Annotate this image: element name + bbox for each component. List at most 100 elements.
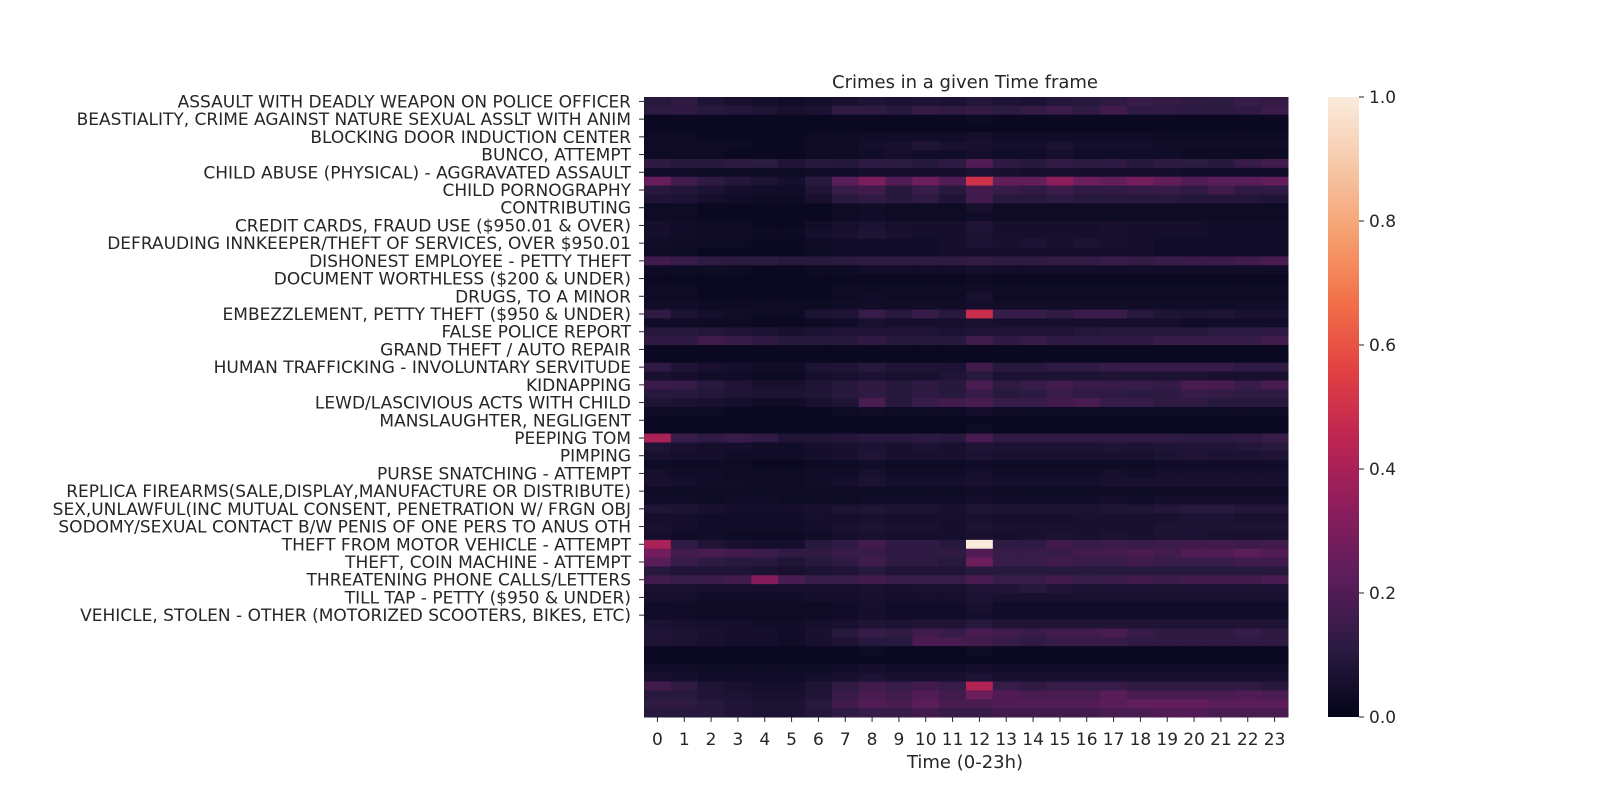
heatmap-cell <box>805 336 833 346</box>
heatmap-cell <box>1073 557 1101 567</box>
heatmap-cell <box>1261 212 1289 222</box>
heatmap-cell <box>1180 371 1208 381</box>
heatmap-cell <box>1234 495 1262 505</box>
heatmap-cell <box>1207 407 1235 417</box>
heatmap-cell <box>885 132 913 142</box>
heatmap-cell <box>831 663 860 674</box>
heatmap-cell <box>1153 265 1182 275</box>
heatmap-cell <box>939 646 967 656</box>
heatmap-cell <box>1127 105 1155 116</box>
heatmap-cell <box>912 371 940 381</box>
heatmap-cell <box>1261 495 1289 505</box>
heatmap-cell <box>670 637 699 647</box>
heatmap-cell <box>1153 672 1182 683</box>
heatmap-cell <box>644 132 672 142</box>
heatmap-cell <box>912 256 940 266</box>
heatmap-cell <box>992 150 1021 160</box>
heatmap-cell <box>1046 415 1074 426</box>
y-tick-label: FALSE POLICE REPORT <box>441 323 631 343</box>
heatmap-cell <box>885 690 913 700</box>
heatmap-cell <box>858 655 886 665</box>
heatmap-cell <box>1100 283 1128 293</box>
heatmap-cell <box>1046 637 1074 647</box>
y-tick-label: DEFRAUDING INNKEEPER/THEFT OF SERVICES, … <box>107 234 631 254</box>
heatmap-cell <box>724 646 752 656</box>
heatmap-cell <box>939 690 967 700</box>
heatmap-cell <box>751 442 779 452</box>
heatmap-cell <box>778 318 806 328</box>
heatmap-cell <box>1234 531 1262 541</box>
heatmap-cell <box>939 212 967 222</box>
heatmap-cell <box>1153 212 1182 222</box>
heatmap-cell <box>1234 150 1262 160</box>
heatmap-cell <box>1019 194 1047 204</box>
heatmap-cell <box>1019 176 1047 187</box>
heatmap-cell <box>1019 522 1047 532</box>
heatmap-cell <box>1073 469 1101 479</box>
heatmap-cell <box>966 433 994 443</box>
heatmap-cell <box>912 575 940 585</box>
heatmap-cell <box>1207 371 1235 381</box>
heatmap-cell <box>751 681 779 691</box>
heatmap-cell <box>1100 380 1128 390</box>
heatmap-cell <box>912 619 940 629</box>
heatmap-cell <box>939 123 967 133</box>
heatmap-cell <box>1127 159 1155 169</box>
y-tick-label: PURSE SNATCHING - ATTEMPT <box>377 464 632 484</box>
heatmap-cell <box>724 274 752 284</box>
heatmap-cell <box>1100 663 1128 674</box>
heatmap-cell <box>805 300 833 311</box>
heatmap-cell <box>697 424 725 435</box>
heatmap-cell <box>912 433 940 443</box>
heatmap-cell <box>1153 238 1182 249</box>
heatmap-cell <box>1073 451 1101 461</box>
heatmap-cell <box>644 274 672 284</box>
heatmap-cell <box>1153 424 1182 435</box>
heatmap-cell <box>1046 256 1074 266</box>
heatmap-cell <box>1073 566 1101 576</box>
heatmap-cell <box>939 132 967 142</box>
heatmap-cell <box>1180 708 1208 718</box>
heatmap-cell <box>724 681 752 691</box>
heatmap-cell <box>1261 601 1289 612</box>
heatmap-cell <box>724 637 752 647</box>
heatmap-cell <box>1180 185 1208 195</box>
heatmap-cell <box>966 141 994 151</box>
heatmap-cell <box>1207 167 1235 178</box>
heatmap-cell <box>1046 309 1074 319</box>
heatmap-cell <box>751 531 779 541</box>
heatmap-cell <box>1073 327 1101 337</box>
heatmap-cell <box>1153 513 1182 523</box>
heatmap-cell <box>831 504 860 514</box>
heatmap-cell <box>697 229 725 240</box>
heatmap-cell <box>751 628 779 638</box>
x-tick-label: 16 <box>1076 730 1098 750</box>
heatmap-cell <box>939 203 967 213</box>
heatmap-cell <box>912 274 940 284</box>
heatmap-cell <box>966 424 994 435</box>
heatmap-cell <box>644 371 672 381</box>
heatmap-cell <box>697 345 725 355</box>
heatmap-cell <box>778 291 806 302</box>
heatmap-cell <box>1046 265 1074 275</box>
heatmap-cell <box>966 309 994 319</box>
heatmap-cell <box>1153 628 1182 638</box>
heatmap-cell <box>1019 513 1047 523</box>
heatmap-cell <box>885 256 913 266</box>
heatmap-cell <box>1127 371 1155 381</box>
heatmap-cell <box>1073 132 1101 142</box>
heatmap-cell <box>885 619 913 629</box>
heatmap-cell <box>751 283 779 293</box>
heatmap-cell <box>1234 114 1262 125</box>
heatmap-cell <box>1180 274 1208 284</box>
heatmap-cell <box>724 336 752 346</box>
heatmap-cell <box>1019 212 1047 222</box>
heatmap-cell <box>1234 123 1262 133</box>
heatmap-cell <box>885 584 913 594</box>
heatmap-cell <box>885 212 913 222</box>
heatmap-cell <box>939 309 967 319</box>
heatmap-cell <box>751 150 779 160</box>
heatmap-cell <box>831 672 860 683</box>
heatmap-cell <box>697 176 725 187</box>
heatmap-cell <box>724 229 752 240</box>
